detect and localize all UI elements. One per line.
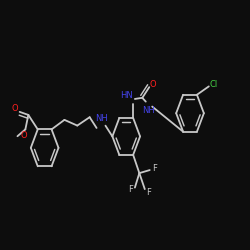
Text: F: F	[128, 185, 133, 194]
Text: O: O	[12, 104, 18, 113]
Text: HN: HN	[120, 92, 133, 100]
Text: O: O	[20, 131, 27, 140]
Text: F: F	[146, 188, 151, 197]
Text: F: F	[152, 164, 156, 173]
Text: NH: NH	[142, 106, 154, 115]
Text: Cl: Cl	[210, 80, 218, 89]
Text: O: O	[150, 80, 156, 89]
Text: NH: NH	[95, 114, 108, 123]
